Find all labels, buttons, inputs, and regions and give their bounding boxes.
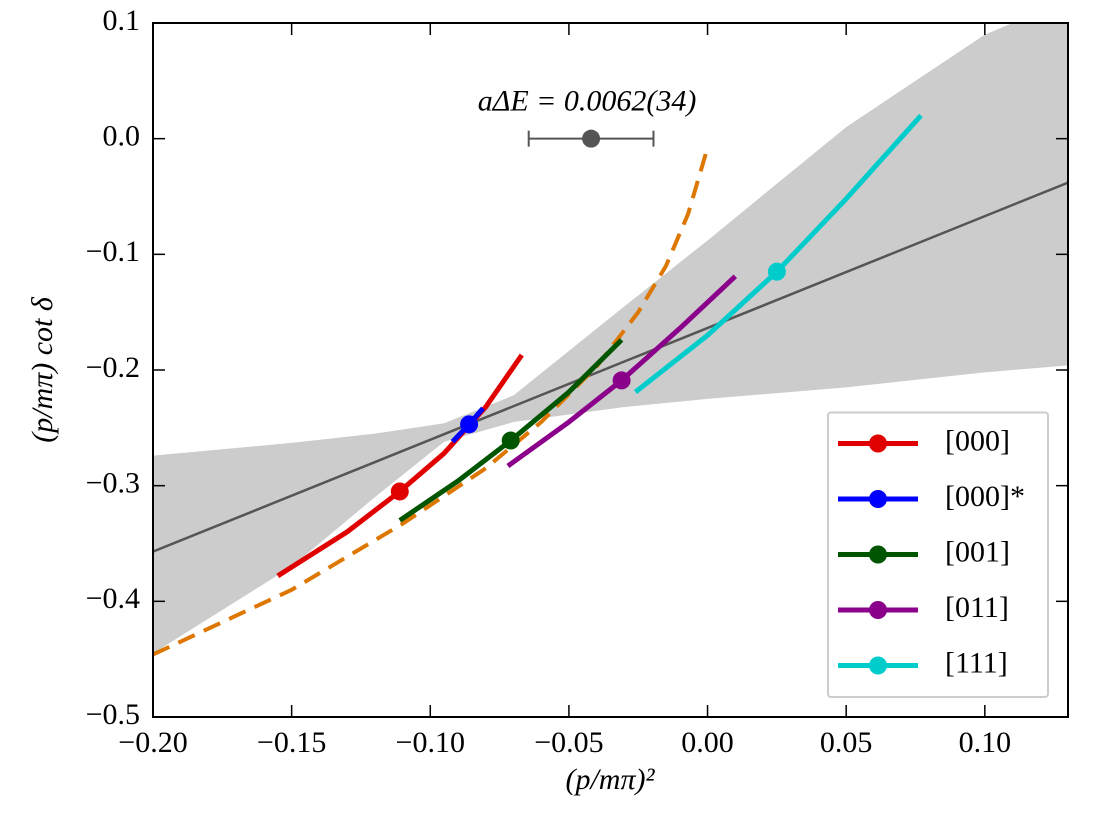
x-tick-label: −0.20 [118,726,187,759]
legend-box [827,411,1049,698]
legend-marker [869,545,887,564]
legend-label: [000]* [945,480,1025,513]
y-tick-label: −0.3 [86,467,140,500]
series-marker [767,262,786,281]
legend-marker [869,601,887,619]
x-axis-label: (p/mπ)² [565,763,655,796]
x-tick-label: 0.05 [820,726,873,759]
x-tick-label: −0.10 [396,726,465,759]
legend-label: [000] [945,424,1010,457]
error-point [582,129,601,148]
series-marker [612,371,631,390]
y-tick-label: −0.2 [86,351,140,384]
x-tick-label: −0.15 [257,726,326,759]
series-marker [390,482,409,501]
legend-marker [869,490,887,508]
y-axis-label: (p/mπ) cot δ [26,296,59,443]
y-tick-label: −0.1 [86,235,140,268]
y-tick-label: 0.1 [103,4,141,37]
fit-line [153,181,1068,553]
legend-marker [869,656,887,675]
legend-label: [111] [945,646,1008,679]
series-line [276,353,524,579]
x-tick-label: 0.00 [681,726,734,759]
series-marker [501,431,520,450]
annotation: aΔE = 0.0062(34) [478,85,697,118]
y-tick-label: −0.4 [86,582,140,615]
y-tick-label: 0.0 [103,120,141,153]
x-tick-label: −0.05 [534,726,603,759]
confidence-band [153,23,1068,654]
series-marker [460,415,479,434]
legend-label: [011] [945,591,1009,624]
x-tick-label: 0.10 [959,726,1012,759]
plot-area [153,23,1068,657]
legend-label: [001] [945,535,1010,568]
legend-marker [869,434,887,453]
y-tick-label: −0.5 [86,698,140,731]
